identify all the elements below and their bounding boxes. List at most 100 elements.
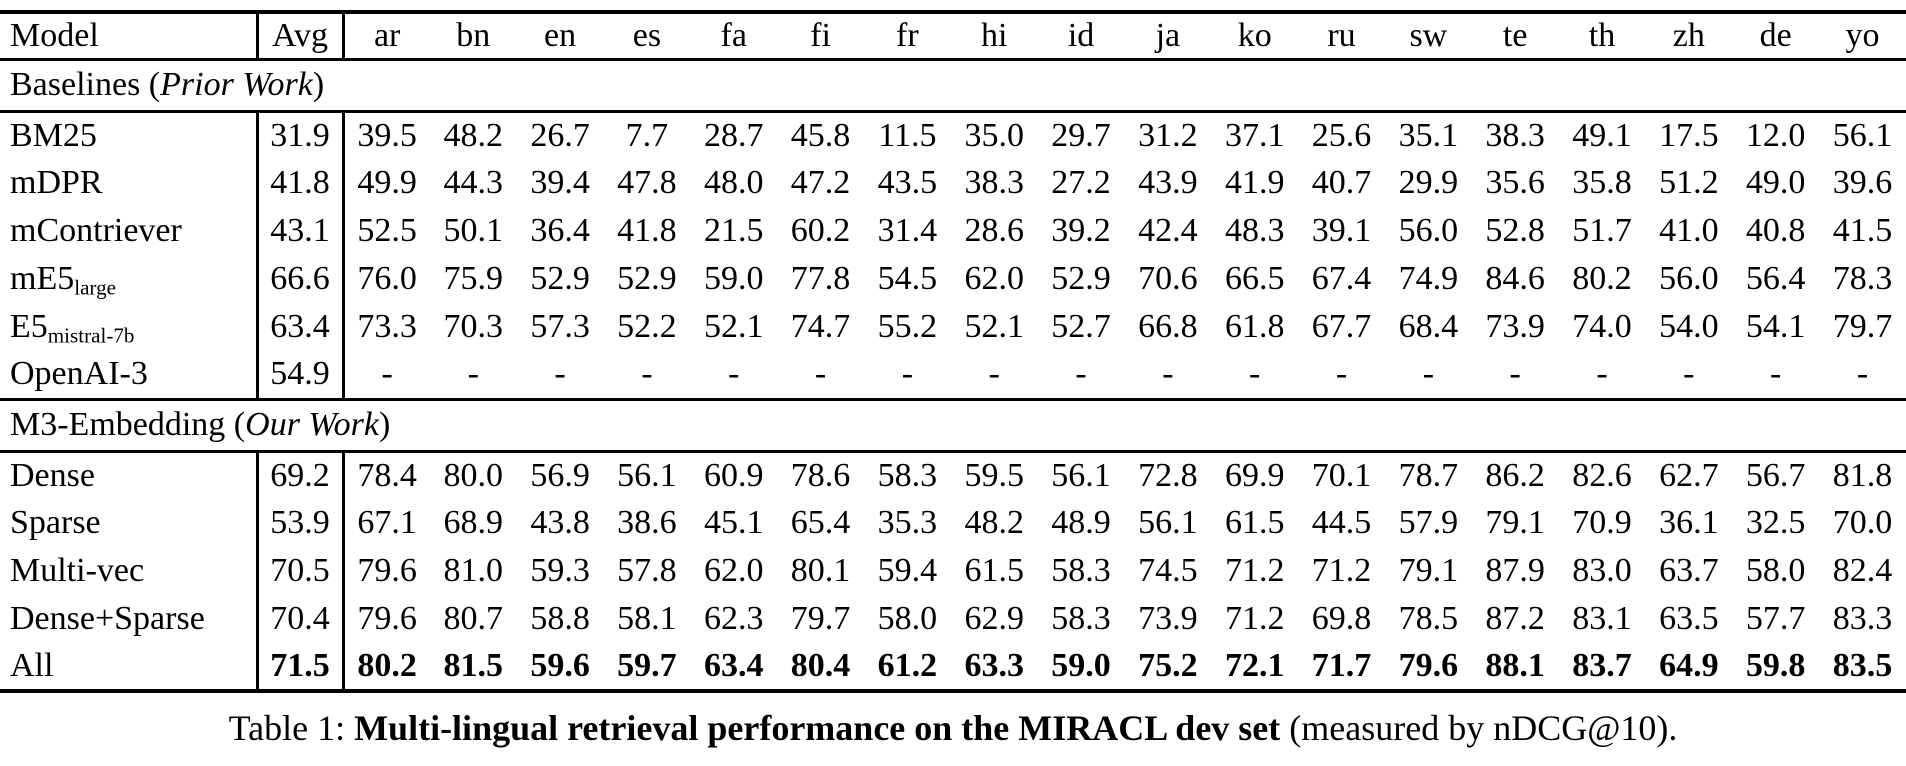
value-id: 56.1 <box>1051 456 1111 494</box>
value-fi: 60.2 <box>790 212 851 249</box>
value-es: 56.1 <box>617 456 677 494</box>
col-header-es: es <box>603 12 691 61</box>
value-en: 43.8 <box>530 504 590 541</box>
row-label: mDPR <box>0 159 259 207</box>
value-sw: 68.4 <box>1398 308 1459 345</box>
table-row: Multi-vec 70.5 79.6 81.0 59.3 57.8 62.0 80.1 59.… <box>0 547 1906 595</box>
avg-value: 70.4 <box>257 595 345 643</box>
value-es: - <box>641 355 653 393</box>
value-bn: 80.0 <box>443 456 503 494</box>
value-en: 52.9 <box>530 260 590 297</box>
col-header-fr: fr <box>863 12 951 61</box>
value-en: 39.4 <box>530 164 590 201</box>
col-header-avg: Avg <box>257 12 345 61</box>
value-de: - <box>1770 355 1782 393</box>
value-id: 39.2 <box>1051 212 1111 249</box>
value-ko: 61.5 <box>1224 504 1285 541</box>
value-de: 56.4 <box>1745 260 1806 297</box>
col-header-zh: zh <box>1645 12 1733 61</box>
row-label: E5mistral-7b <box>0 303 259 351</box>
value-yo: 82.4 <box>1832 552 1893 589</box>
value-hi: 63.3 <box>964 647 1024 684</box>
value-ru: - <box>1335 355 1348 393</box>
value-ar: 78.4 <box>357 456 417 494</box>
value-de: 57.7 <box>1745 600 1806 637</box>
value-fi: 80.4 <box>790 647 851 684</box>
value-sw: 79.6 <box>1398 647 1459 684</box>
value-ja: 70.6 <box>1138 260 1198 297</box>
row-label: mContriever <box>0 207 259 255</box>
value-ko: - <box>1249 355 1261 393</box>
value-es: 59.7 <box>617 647 677 684</box>
value-fa: 28.7 <box>703 116 764 154</box>
value-ja: - <box>1162 355 1174 393</box>
value-hi: 59.5 <box>964 456 1024 494</box>
avg-value: 53.9 <box>257 499 345 547</box>
value-zh: 54.0 <box>1659 308 1719 345</box>
value-en: 57.3 <box>530 308 590 345</box>
section-title-suffix: ) <box>378 406 391 443</box>
col-header-fa: fa <box>690 12 778 61</box>
value-bn: 68.9 <box>443 504 503 541</box>
value-id: 52.7 <box>1051 308 1111 345</box>
value-fa: 48.0 <box>703 164 764 201</box>
value-es: 7.7 <box>625 116 669 154</box>
avg-value: 69.2 <box>257 451 345 499</box>
value-hi: 35.0 <box>964 116 1024 154</box>
value-th: 51.7 <box>1572 212 1632 249</box>
value-id: 48.9 <box>1051 504 1111 541</box>
col-header-yo: yo <box>1819 12 1906 61</box>
value-ru: 44.5 <box>1311 504 1372 541</box>
value-th: 74.0 <box>1572 308 1632 345</box>
table-row: OpenAI-3 54.9- - - - - - - - - - - - - - - - - - <box>0 351 1906 399</box>
value-sw: 57.9 <box>1398 504 1459 541</box>
col-header-de: de <box>1732 12 1820 61</box>
value-fr: 31.4 <box>877 212 938 249</box>
table-row: mContriever 43.1 52.5 50.1 36.4 41.8 21.5 60.2 3… <box>0 207 1906 255</box>
value-de: 40.8 <box>1745 212 1806 249</box>
value-hi: 62.0 <box>964 260 1024 297</box>
value-ru: 71.2 <box>1311 552 1372 589</box>
col-header-en: en <box>516 12 604 61</box>
table-row: BM25 31.9 39.5 48.2 26.7 7.7 28.7 45.8 11.5 35.0 2… <box>0 111 1906 159</box>
value-zh: 56.0 <box>1659 260 1719 297</box>
value-id: 58.3 <box>1051 600 1111 637</box>
value-ru: 67.7 <box>1311 308 1372 345</box>
value-sw: 78.7 <box>1398 456 1459 494</box>
col-header-th: th <box>1558 12 1646 61</box>
table-row: Dense+Sparse 70.4 79.6 80.7 58.8 58.1 62.3 79.7… <box>0 595 1906 643</box>
value-bn: 50.1 <box>443 212 503 249</box>
value-hi: 48.2 <box>964 504 1024 541</box>
table-caption: Table 1: Multi-lingual retrieval perform… <box>0 705 1906 752</box>
col-header-ko: ko <box>1211 12 1299 61</box>
value-hi: 28.6 <box>964 212 1024 249</box>
avg-value: 63.4 <box>257 303 345 351</box>
value-fr: 35.3 <box>877 504 938 541</box>
value-fr: 11.5 <box>878 116 937 154</box>
value-sw: 78.5 <box>1398 600 1459 637</box>
section-title-prefix: Baselines ( <box>10 66 161 103</box>
caption-prefix: Table 1: <box>228 708 355 748</box>
value-te: 73.9 <box>1485 308 1545 345</box>
value-te: 52.8 <box>1485 212 1545 249</box>
value-ja: 31.2 <box>1138 116 1198 154</box>
value-id: 52.9 <box>1051 260 1111 297</box>
row-label: Multi-vec <box>0 547 259 595</box>
value-zh: 62.7 <box>1659 456 1719 494</box>
value-te: 87.9 <box>1485 552 1545 589</box>
value-te: 87.2 <box>1485 600 1545 637</box>
section-title: M3-Embedding (Our Work) <box>0 397 1906 453</box>
value-hi: 62.9 <box>964 600 1024 637</box>
avg-value: 54.9 <box>257 351 345 399</box>
value-sw: 35.1 <box>1398 116 1459 154</box>
value-hi: 61.5 <box>964 552 1024 589</box>
value-te: 79.1 <box>1485 504 1545 541</box>
value-te: 86.2 <box>1485 456 1545 494</box>
value-sw: 74.9 <box>1398 260 1459 297</box>
value-ru: 39.1 <box>1311 212 1372 249</box>
value-bn: 80.7 <box>443 600 503 637</box>
caption-suffix: (measured by nDCG@10). <box>1280 708 1678 748</box>
avg-value: 41.8 <box>257 159 345 207</box>
value-de: 32.5 <box>1745 504 1806 541</box>
row-label: Dense+Sparse <box>0 595 259 643</box>
